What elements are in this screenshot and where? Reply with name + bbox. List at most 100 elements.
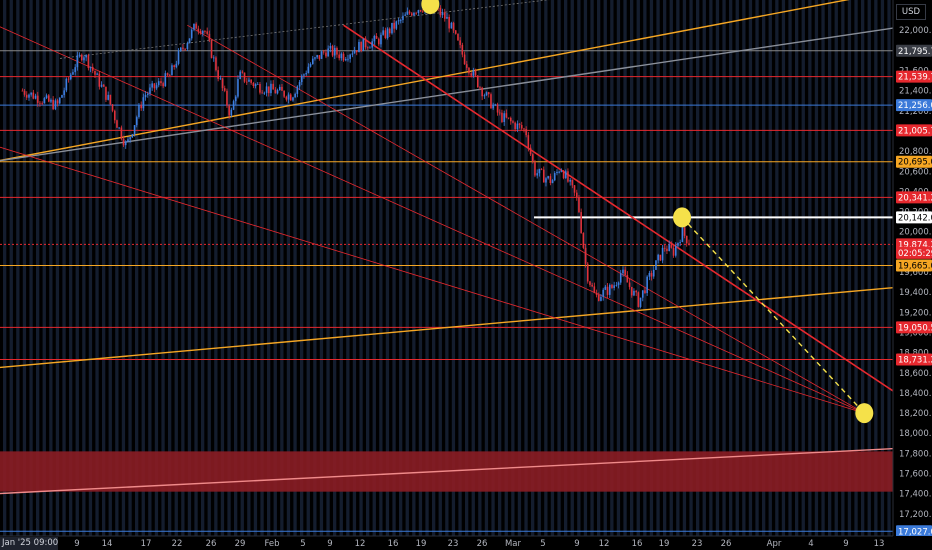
candle-body <box>527 135 530 148</box>
session-stripe <box>128 0 132 536</box>
candle-body <box>366 47 369 49</box>
time-tick-label: Apr <box>767 539 782 549</box>
candle-body <box>415 12 417 14</box>
candle-body <box>300 75 303 83</box>
session-stripe <box>630 0 634 536</box>
candle-body <box>549 176 552 184</box>
candle-body <box>582 232 585 248</box>
candle-body <box>608 284 611 295</box>
price-tag-bg <box>896 353 932 366</box>
trend-line <box>0 447 900 495</box>
candle-body <box>457 33 459 41</box>
session-stripe <box>616 0 621 536</box>
candle-body <box>540 168 543 170</box>
candle-body <box>635 290 637 293</box>
session-stripe <box>478 0 482 536</box>
time-tick-label: 19 <box>416 539 427 549</box>
candle-body <box>36 95 39 103</box>
candle-body <box>364 38 367 48</box>
candle-body <box>85 55 87 58</box>
candle-body <box>206 31 208 34</box>
candle-body <box>470 73 472 76</box>
price-tick-label: 19,200.00 <box>899 308 932 318</box>
price-tag-label: 17,027.00 <box>898 527 932 537</box>
candle-body <box>580 212 582 233</box>
candle-body <box>586 263 589 282</box>
session-stripe <box>597 0 601 536</box>
time-tick-label: 9 <box>327 539 332 549</box>
session-stripe <box>392 0 396 536</box>
time-tick-label: 26 <box>477 539 488 549</box>
candle-body <box>157 81 160 86</box>
session-stripe <box>788 0 792 536</box>
currency-label[interactable]: USD <box>896 4 926 20</box>
session-stripe <box>313 0 317 536</box>
time-tick-label: 19 <box>659 539 670 549</box>
session-stripe <box>550 0 555 536</box>
candle-body <box>639 297 642 307</box>
candle-body <box>338 54 340 59</box>
session-stripe <box>62 0 66 536</box>
time-tick-label: 9 <box>843 539 848 549</box>
candle-body <box>138 105 140 118</box>
session-stripe <box>385 0 390 536</box>
candle-body <box>142 97 145 109</box>
marker-dot <box>421 0 440 15</box>
session-stripe <box>9 0 13 536</box>
session-stripe <box>748 0 753 536</box>
session-stripe <box>293 0 297 536</box>
price-tick-label: 17,200.00 <box>899 510 932 520</box>
candle-body <box>479 87 481 88</box>
candle-body <box>261 92 263 94</box>
candle-body <box>116 120 118 128</box>
candle-body <box>419 10 422 12</box>
price-tag-label: 21,539.75 <box>898 73 932 83</box>
session-stripe <box>108 0 112 536</box>
candle-body <box>659 254 662 261</box>
candle-body <box>186 43 189 50</box>
time-axis-bg <box>0 536 932 550</box>
candle-body <box>355 50 358 53</box>
candle-body <box>100 84 103 87</box>
candle-body <box>626 275 629 283</box>
session-stripe <box>498 0 502 536</box>
session-stripe <box>29 0 33 536</box>
session-stripe <box>359 0 363 536</box>
candle-body <box>318 55 321 59</box>
session-stripe <box>643 0 647 536</box>
candle-body <box>657 254 659 261</box>
candle-body <box>234 96 237 102</box>
candle-body <box>215 57 217 71</box>
candle-body <box>597 294 600 301</box>
candle-body <box>232 101 235 110</box>
candle-body <box>531 154 534 162</box>
candle-body <box>417 10 420 13</box>
session-stripe <box>432 0 436 536</box>
candle-body <box>336 47 338 55</box>
candle-body <box>569 179 571 182</box>
session-stripe <box>95 0 99 536</box>
candle-body <box>61 95 63 98</box>
candle-body <box>349 54 351 59</box>
candle-body <box>199 31 202 34</box>
candle-body <box>124 141 127 146</box>
price-tick-label: 21,200.00 <box>899 107 932 117</box>
session-stripe <box>154 0 159 536</box>
candle-body <box>94 70 96 75</box>
candle-body <box>452 22 455 31</box>
candle-body <box>560 170 563 172</box>
candle-body <box>439 7 442 16</box>
session-stripe <box>465 0 469 536</box>
price-tag-label: 21,005.75 <box>898 126 932 136</box>
candle-body <box>461 44 464 55</box>
session-stripe <box>399 0 403 536</box>
session-stripe <box>768 0 772 536</box>
candle-body <box>45 95 48 99</box>
candle-body <box>184 48 186 50</box>
candle-body <box>353 50 356 54</box>
candle-body <box>287 94 290 100</box>
candle-body <box>153 83 156 89</box>
candle-body <box>492 105 494 109</box>
